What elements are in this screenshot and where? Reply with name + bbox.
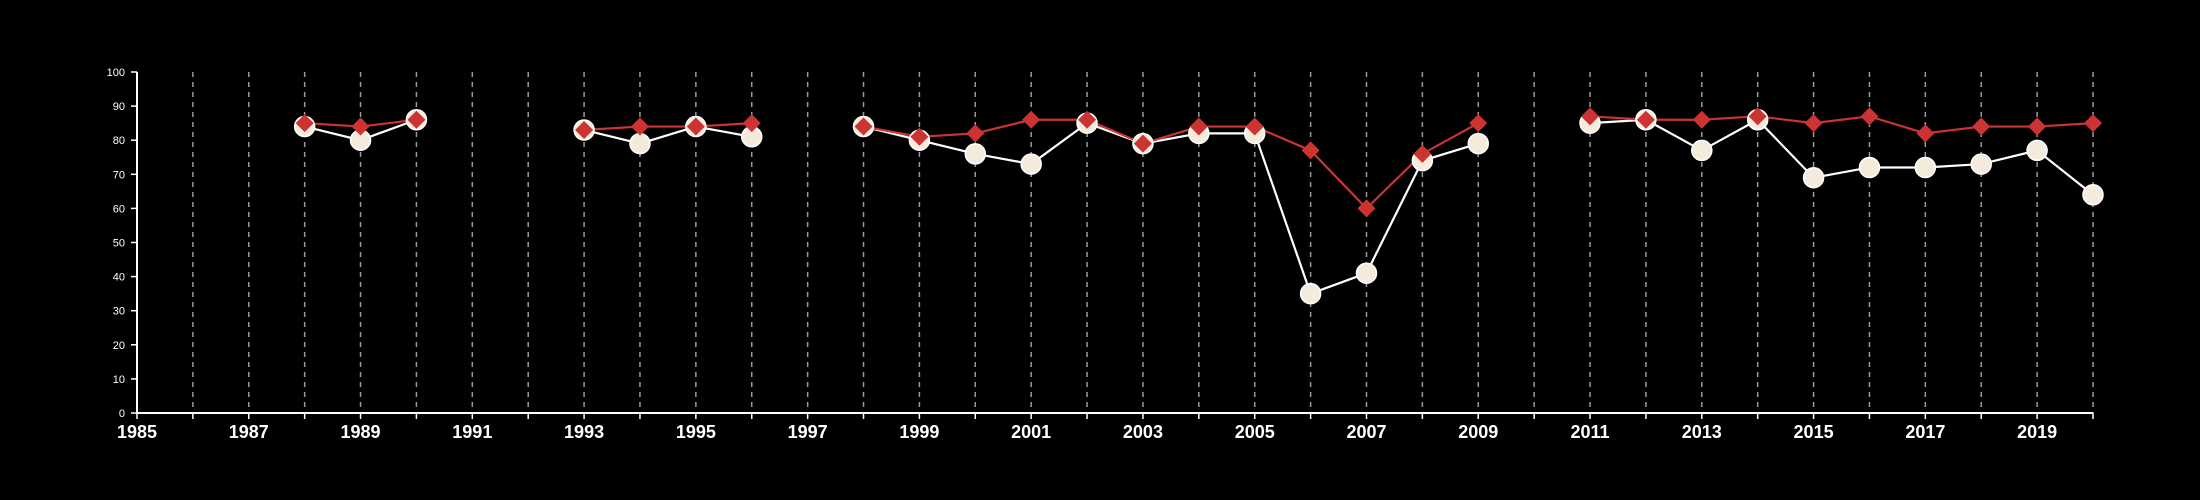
red-series-line-1 (584, 122, 752, 132)
red-point-1990 (407, 110, 426, 129)
x-tick-label-2015: 2015 (1794, 422, 1834, 442)
red-point-1988 (295, 114, 314, 133)
red-point-2007 (1357, 199, 1376, 218)
y-tick-label-10: 10 (113, 374, 125, 386)
y-tick-label-0: 0 (119, 408, 125, 420)
x-tick-label-1993: 1993 (564, 422, 604, 442)
x-tick-label-1985: 1985 (117, 422, 157, 442)
red-point-1993 (575, 120, 594, 139)
y-tick-label-90: 90 (113, 101, 125, 113)
red-point-2012 (1636, 110, 1655, 129)
y-tick-label-70: 70 (113, 169, 125, 181)
x-tick-label-1989: 1989 (341, 422, 381, 442)
axes: 0 10 20 30 40 50 60 70 80 90 100 1985 1987 1989 1991 19… (107, 67, 2094, 442)
light-series-line-2 (863, 121, 1479, 296)
red-series-line-3 (1589, 115, 2094, 135)
light-point-2016 (1858, 156, 1881, 179)
x-tick-label-1987: 1987 (229, 422, 269, 442)
red-point-2019 (2028, 117, 2047, 136)
y-tick-label-100: 100 (107, 67, 125, 79)
y-tick-label-50: 50 (113, 238, 125, 250)
light-point-2020 (2082, 184, 2104, 206)
red-point-2011 (1581, 107, 1600, 126)
y-tick-label-40: 40 (113, 272, 125, 284)
red-point-1998 (854, 117, 873, 136)
x-tick-label-1991: 1991 (452, 422, 492, 442)
x-tick-label-1995: 1995 (676, 422, 716, 442)
x-tick-label-2019: 2019 (2017, 422, 2057, 442)
light-point-2018 (1970, 153, 1992, 175)
red-point-1995 (686, 117, 705, 136)
x-tick-label-2013: 2013 (1682, 422, 1722, 442)
light-point-2013 (1691, 139, 1713, 162)
series-layer (293, 107, 2104, 305)
red-point-2001 (1022, 110, 1041, 129)
red-point-2005 (1245, 117, 1264, 136)
red-point-2017 (1916, 124, 1935, 143)
light-point-2009 (1467, 132, 1490, 155)
red-point-2009 (1469, 114, 1488, 133)
light-point-2006 (1299, 282, 1322, 305)
x-tick-label-2003: 2003 (1123, 422, 1163, 442)
red-point-2000 (966, 124, 985, 143)
light-point-2015 (1802, 166, 1825, 189)
light-series-line-3 (1589, 118, 2094, 196)
x-tick-label-2017: 2017 (1905, 422, 1945, 442)
x-tick-label-1999: 1999 (899, 422, 939, 442)
red-point-1996 (742, 114, 761, 133)
red-point-2016 (1860, 107, 1879, 126)
y-tick-label-30: 30 (113, 306, 125, 318)
red-point-2003 (1133, 134, 1152, 153)
grid-lines (192, 72, 2094, 413)
light-point-1994 (629, 132, 651, 155)
light-point-2007 (1355, 262, 1378, 284)
light-point-2017 (1914, 156, 1937, 179)
light-point-2001 (1020, 153, 1042, 175)
red-point-2006 (1301, 141, 1320, 160)
x-tick-label-1997: 1997 (788, 422, 828, 442)
light-series-line-1 (583, 125, 752, 145)
red-series-line-2 (863, 118, 1479, 210)
red-point-2018 (1972, 117, 1991, 136)
light-point-2000 (964, 143, 987, 165)
y-tick-label-80: 80 (113, 135, 125, 147)
red-point-2008 (1413, 144, 1432, 163)
red-point-2014 (1748, 107, 1767, 126)
x-tick-label-2007: 2007 (1346, 422, 1386, 442)
x-tick-label-2009: 2009 (1458, 422, 1498, 442)
x-tick-label-2001: 2001 (1011, 422, 1051, 442)
red-point-2020 (2084, 114, 2102, 133)
red-point-1999 (910, 127, 929, 146)
red-point-2004 (1189, 117, 1208, 136)
red-point-2002 (1078, 110, 1097, 129)
light-point-2019 (2026, 139, 2048, 162)
red-point-1994 (630, 117, 649, 136)
red-point-1989 (351, 117, 370, 136)
y-tick-label-60: 60 (113, 203, 125, 215)
y-tick-label-20: 20 (113, 340, 125, 352)
red-point-2013 (1692, 110, 1711, 129)
red-point-2015 (1804, 114, 1823, 133)
x-tick-label-2005: 2005 (1235, 422, 1275, 442)
x-tick-label-2011: 2011 (1570, 422, 1609, 442)
